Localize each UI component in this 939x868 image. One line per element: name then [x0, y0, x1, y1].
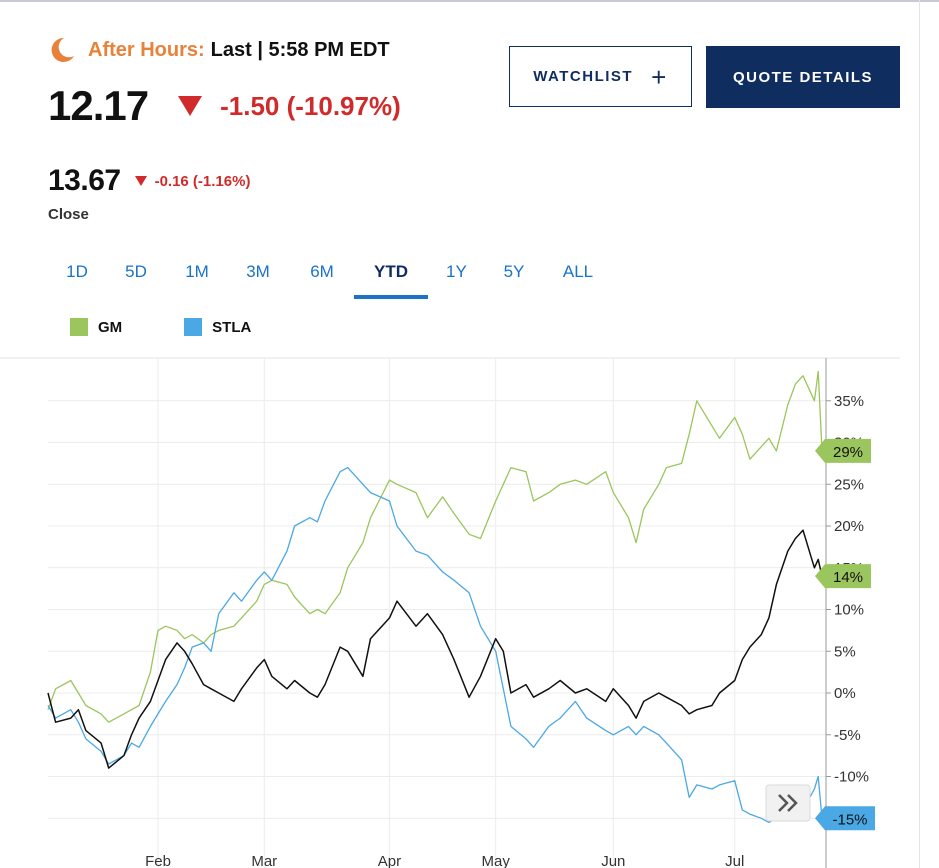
after-hours-row: After Hours: Last | 5:58 PM EDT [48, 32, 390, 68]
after-hours-time: Last | 5:58 PM EDT [210, 38, 390, 61]
end-value-label-bg [815, 564, 871, 589]
legend-label-stla: STLA [212, 318, 252, 336]
after-hours-label: After Hours: [88, 38, 205, 61]
last-price: 12.17 [48, 82, 149, 129]
legend-swatch-stla [184, 318, 203, 336]
series-line-gm [47, 370, 823, 723]
plus-icon: + [651, 61, 668, 92]
watchlist-button[interactable]: WATCHLIST + [509, 46, 692, 107]
y-tick-label: 10% [834, 602, 864, 619]
series-line-stla [47, 466, 823, 824]
series-line-price [47, 529, 823, 769]
last-price-row: 12.17 -1.50 (-10.97%) [48, 82, 401, 130]
y-tick-label: -5% [834, 727, 861, 744]
close-change: -0.16 (-1.16%) [154, 172, 251, 190]
end-value-labels: 29% 14% -15% [815, 438, 875, 831]
grid-lines [48, 358, 826, 868]
y-tick-label: 20% [834, 518, 864, 535]
tab-1d[interactable]: 1D [66, 262, 88, 281]
x-tick-label: Feb [145, 853, 171, 868]
y-tick-label: 0% [834, 685, 856, 702]
double-chevron-right-icon [778, 794, 798, 812]
legend-item-stla[interactable]: STLA [184, 318, 251, 336]
x-tick-label: Jul [725, 853, 744, 868]
x-tick-label: Mar [251, 853, 277, 868]
tab-5d[interactable]: 5D [125, 262, 147, 281]
end-value-label: 14% [815, 564, 871, 589]
end-value-label-text: 14% [833, 569, 863, 586]
x-tick-label: Jun [601, 853, 625, 868]
watchlist-label: WATCHLIST [533, 68, 634, 85]
moon-icon [51, 37, 74, 62]
tab-6m[interactable]: 6M [310, 262, 334, 281]
end-value-label: -15% [815, 806, 875, 831]
last-change: -1.50 (-10.97%) [220, 90, 401, 121]
end-value-label-text: 29% [833, 444, 863, 461]
y-tick-label: 35% [834, 393, 864, 410]
end-value-label-bg [815, 806, 875, 831]
down-arrow-small-icon [134, 176, 147, 186]
legend-swatch-gm [70, 318, 88, 336]
quote-details-button[interactable]: QUOTE DETAILS [706, 46, 900, 108]
close-price: 13.67 [48, 164, 121, 197]
quote-details-label: QUOTE DETAILS [732, 68, 874, 86]
tab-active-underline [354, 295, 428, 299]
right-border [919, 0, 920, 868]
tab-1m[interactable]: 1M [185, 262, 209, 281]
tab-1y[interactable]: 1Y [446, 262, 467, 281]
x-tick-label: Apr [378, 853, 401, 868]
close-price-row: 13.67 -0.16 (-1.16%) [48, 164, 250, 198]
top-border [0, 0, 939, 2]
legend-item-gm[interactable]: GM [70, 318, 122, 336]
tab-ytd[interactable]: YTD [374, 262, 408, 281]
end-value-label-bg [815, 438, 871, 463]
scroll-right-button[interactable] [765, 784, 811, 822]
tab-3m[interactable]: 3M [246, 262, 270, 281]
x-tick-labels: Feb Mar Apr May Jun Jul [145, 853, 744, 868]
x-tick-label: May [482, 853, 511, 868]
end-value-label-text: -15% [832, 811, 867, 828]
chart-legend: GM STLA [70, 318, 313, 336]
price-chart[interactable]: -15%-10%-5%0%5%10%15%20%25%30%35%FebMarA… [0, 350, 919, 868]
legend-label-gm: GM [98, 318, 123, 336]
tab-all[interactable]: ALL [562, 262, 594, 281]
y-tick-label: 5% [834, 643, 856, 660]
close-label: Close [48, 206, 89, 223]
tab-5y[interactable]: 5Y [503, 262, 525, 281]
y-tick-label: -10% [834, 769, 869, 786]
y-tick-label: 25% [834, 476, 864, 493]
down-arrow-icon [178, 96, 203, 116]
end-value-label: 29% [815, 438, 871, 463]
